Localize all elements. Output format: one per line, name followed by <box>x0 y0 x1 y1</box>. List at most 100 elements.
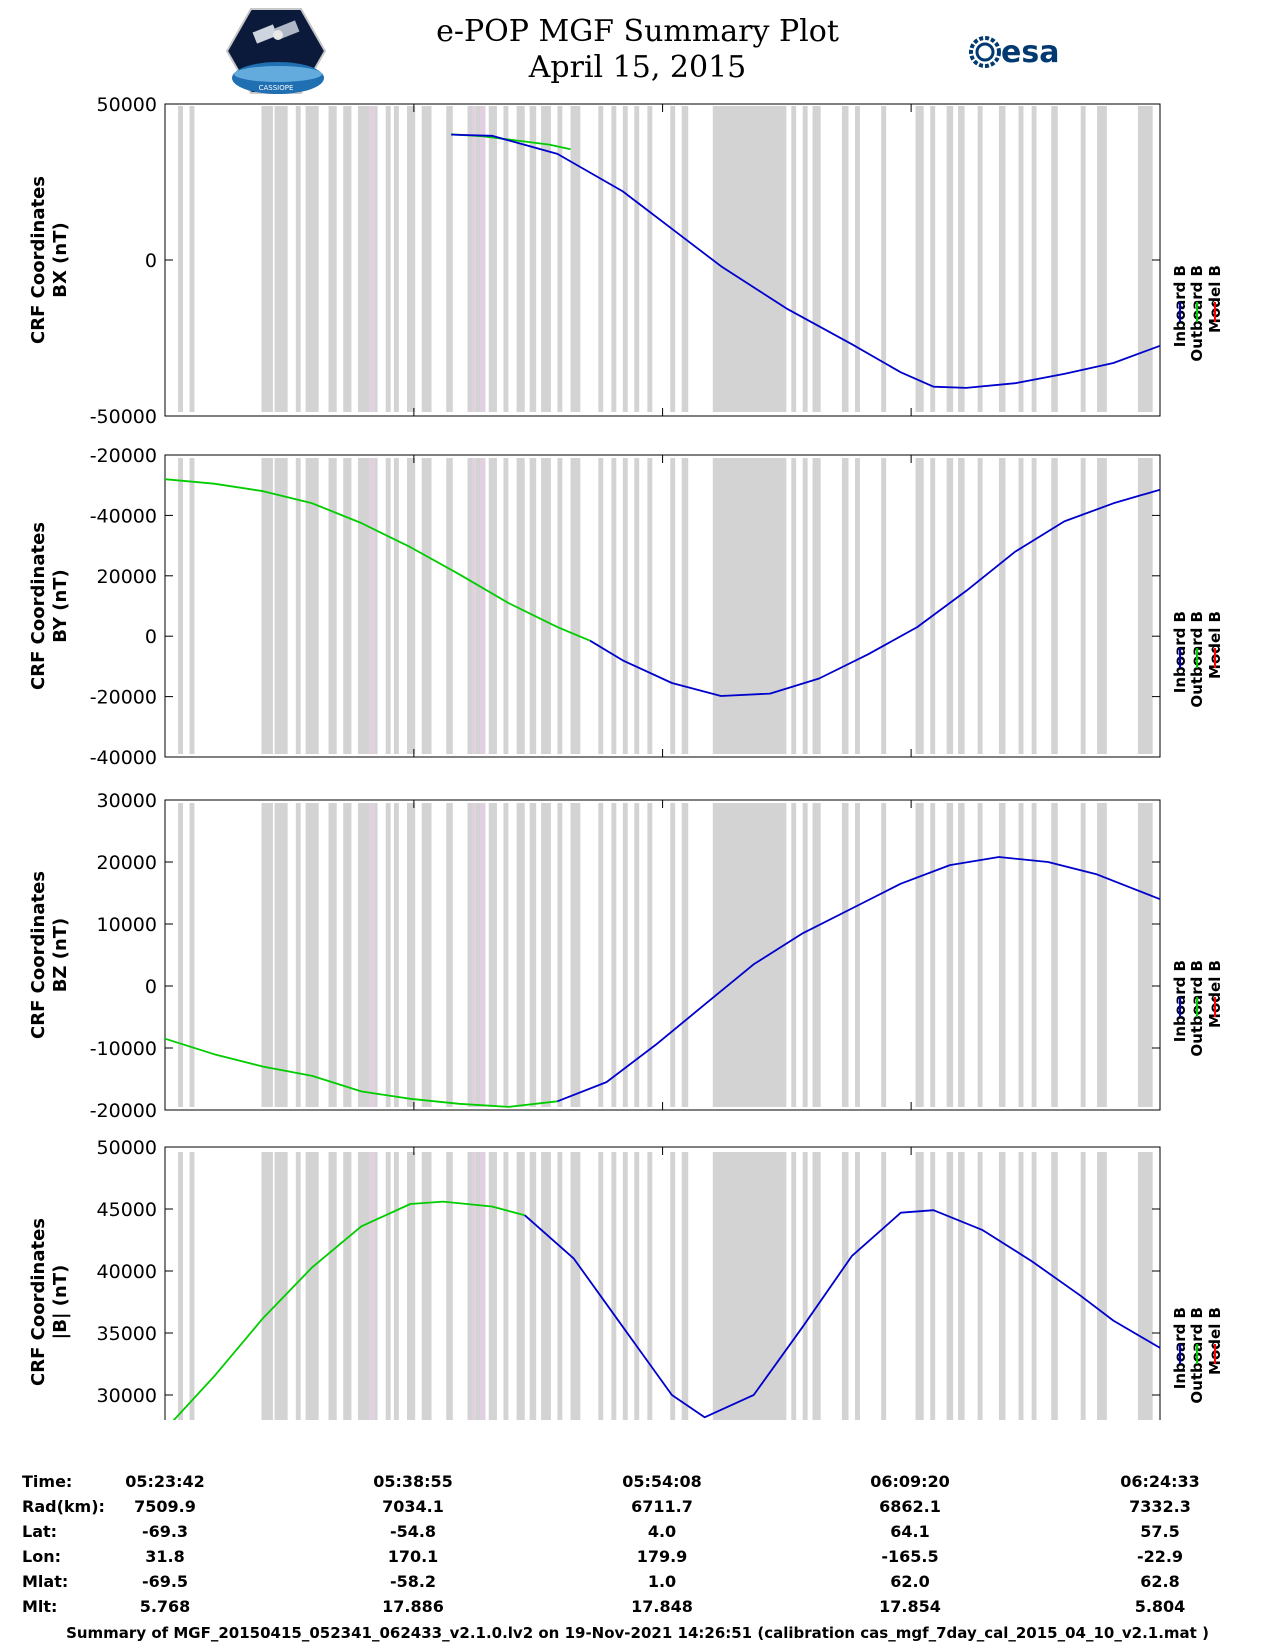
info-cell: -22.9 <box>1136 1547 1184 1566</box>
data-gap-band <box>622 803 628 1107</box>
data-gap-band <box>812 803 821 1107</box>
data-gap-band <box>374 1152 378 1420</box>
y-tick-label: -10000 <box>90 1038 157 1060</box>
data-gap-band <box>611 803 617 1107</box>
data-gap-band <box>374 803 378 1107</box>
info-cell: -58.2 <box>389 1572 437 1591</box>
y-tick-label: 10000 <box>97 914 157 936</box>
data-gap-band <box>791 803 797 1107</box>
data-gap-band <box>802 458 808 754</box>
data-gap-band <box>598 458 604 754</box>
data-gap-band <box>1031 1152 1037 1420</box>
data-gap-band <box>295 106 301 412</box>
series-line-outboard <box>172 1200 525 1420</box>
data-gap-band <box>681 1152 689 1420</box>
data-gap-band <box>1137 458 1153 754</box>
data-gap-band <box>189 1152 195 1420</box>
data-gap-band <box>1097 803 1107 1107</box>
info-row-label: Mlt: <box>22 1597 58 1616</box>
data-gap-band <box>374 106 378 412</box>
data-gap-band <box>855 458 860 754</box>
data-gap-band <box>855 803 860 1107</box>
title-line-1: e-POP MGF Summary Plot <box>436 14 839 49</box>
y-tick-label: -50000 <box>90 406 157 428</box>
cassiope-mission-logo: CASSIOPE <box>226 8 326 94</box>
data-gap-band <box>881 1152 887 1420</box>
data-gap-band <box>305 1152 319 1420</box>
info-cell: 06:09:20 <box>870 1472 950 1491</box>
y-tick-label: 30000 <box>97 790 157 812</box>
data-gap-band <box>529 1152 537 1420</box>
data-gap-band <box>1080 803 1086 1107</box>
data-gap-band <box>393 1152 399 1420</box>
info-cell: 5.768 <box>139 1597 191 1616</box>
data-gap-band <box>855 106 860 412</box>
data-gap-band <box>946 1152 954 1420</box>
data-gap-band <box>295 1152 301 1420</box>
series-line-inboard <box>557 856 1161 1103</box>
y-axis-title-line1: CRF Coordinates <box>28 522 49 690</box>
data-gap-band <box>189 106 195 412</box>
info-cell: 05:23:42 <box>125 1472 205 1491</box>
data-gap-band <box>881 803 887 1107</box>
data-gap-band <box>529 458 537 754</box>
data-gap-band-pink <box>480 1152 486 1420</box>
y-axis-title-line1: CRF Coordinates <box>28 1218 49 1386</box>
data-gap-band <box>802 106 808 412</box>
page-title: e-POP MGF Summary Plot April 15, 2015 <box>0 14 1275 86</box>
info-cell: 57.5 <box>1140 1522 1180 1541</box>
info-cell: 7332.3 <box>1129 1497 1191 1516</box>
data-gap-band <box>343 106 352 412</box>
info-cell: 31.8 <box>145 1547 185 1566</box>
data-gap-band <box>343 458 352 754</box>
legend-label-model: Model B <box>1206 265 1224 333</box>
footer-summary: Summary of MGF_20150415_052341_062433_v2… <box>66 1624 1209 1642</box>
info-row-label: Lat: <box>22 1522 58 1541</box>
info-cell: 7034.1 <box>382 1497 444 1516</box>
data-gap-band-pink <box>472 1152 476 1420</box>
data-gap-band <box>915 803 924 1107</box>
y-tick-label: 20000 <box>97 852 157 874</box>
data-gap-band-pink <box>369 1152 375 1420</box>
info-cell: 6862.1 <box>879 1497 941 1516</box>
data-gap-band <box>467 106 473 412</box>
data-gap-band <box>557 458 563 754</box>
esa-logo: esa <box>969 35 1059 70</box>
data-gap-band <box>274 803 288 1107</box>
data-gap-band <box>421 803 432 1107</box>
data-gap-band <box>791 458 797 754</box>
data-gap-band <box>802 1152 808 1420</box>
data-gap-band <box>841 1152 849 1420</box>
data-gap-band <box>946 803 954 1107</box>
data-gap-band <box>393 458 399 754</box>
y-tick-label: -40000 <box>90 505 157 527</box>
data-gap-band-pink <box>480 803 486 1107</box>
info-cell: -165.5 <box>881 1547 939 1566</box>
data-gap-band <box>1031 106 1037 412</box>
y-tick-label: 40000 <box>97 1261 157 1283</box>
data-gap-band <box>261 1152 273 1420</box>
series-line-outboard <box>164 478 591 642</box>
data-gap-band <box>467 803 473 1107</box>
data-gap-band <box>446 803 453 1107</box>
data-gap-band <box>958 803 965 1107</box>
data-gap-band <box>598 803 604 1107</box>
data-gap-band <box>343 803 352 1107</box>
y-tick-label: 45000 <box>97 1199 157 1221</box>
data-gap-band-pink <box>480 458 486 754</box>
data-gap-band <box>998 106 1006 412</box>
data-gap-band <box>1018 458 1024 754</box>
data-gap-band <box>812 1152 821 1420</box>
data-gap-band <box>467 1152 473 1420</box>
data-gap-band <box>357 458 370 754</box>
data-gap-band-pink <box>369 458 375 754</box>
y-axis-title-line2: |B| (nT) <box>50 1265 71 1340</box>
data-gap-band <box>407 458 416 754</box>
info-cell: 6711.7 <box>631 1497 693 1516</box>
data-gap-band <box>1031 803 1037 1107</box>
data-gap-band <box>274 106 288 412</box>
info-row-label: Lon: <box>22 1547 61 1566</box>
data-gap-band <box>681 106 689 412</box>
y-tick-label: -20000 <box>90 445 157 467</box>
